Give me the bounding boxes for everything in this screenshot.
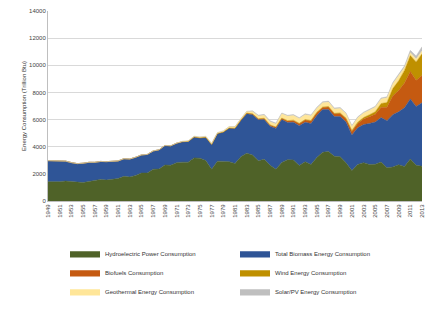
svg-text:1963: 1963 — [127, 204, 133, 218]
svg-text:2011: 2011 — [407, 204, 413, 218]
svg-text:6000: 6000 — [32, 117, 46, 123]
svg-text:Solar/PV Energy Consumption: Solar/PV Energy Consumption — [275, 289, 356, 295]
svg-text:Hydroelectric Power Consumptio: Hydroelectric Power Consumption — [105, 251, 196, 257]
svg-text:1983: 1983 — [244, 204, 250, 218]
svg-text:1955: 1955 — [80, 204, 86, 218]
svg-text:1969: 1969 — [162, 204, 168, 218]
svg-text:1991: 1991 — [290, 204, 296, 218]
svg-text:1961: 1961 — [115, 204, 121, 218]
svg-text:14000: 14000 — [29, 8, 46, 14]
svg-text:1987: 1987 — [267, 204, 273, 218]
svg-text:2005: 2005 — [372, 204, 378, 218]
svg-text:0: 0 — [42, 198, 46, 204]
svg-text:1959: 1959 — [103, 204, 109, 218]
svg-text:8000: 8000 — [32, 90, 46, 96]
svg-text:2007: 2007 — [384, 204, 390, 218]
svg-text:Wind Energy Consumption: Wind Energy Consumption — [275, 270, 346, 276]
svg-text:1965: 1965 — [138, 204, 144, 218]
svg-text:1981: 1981 — [232, 204, 238, 218]
svg-text:Biofuels Consumption: Biofuels Consumption — [105, 270, 163, 276]
svg-text:Geothermal Energy Consumption: Geothermal Energy Consumption — [105, 289, 194, 295]
svg-text:1977: 1977 — [209, 204, 215, 218]
svg-text:2001: 2001 — [349, 204, 355, 218]
svg-text:1953: 1953 — [68, 204, 74, 218]
svg-text:2009: 2009 — [396, 204, 402, 218]
svg-text:4000: 4000 — [32, 144, 46, 150]
svg-text:1985: 1985 — [255, 204, 261, 218]
svg-text:2013: 2013 — [419, 204, 425, 218]
svg-text:2000: 2000 — [32, 171, 46, 177]
svg-text:1997: 1997 — [325, 204, 331, 218]
svg-text:10000: 10000 — [29, 62, 46, 68]
svg-text:1999: 1999 — [337, 204, 343, 218]
svg-text:Energy Consumption (Trillion B: Energy Consumption (Trillion Btu) — [21, 61, 27, 151]
svg-text:1995: 1995 — [314, 204, 320, 218]
svg-text:1989: 1989 — [279, 204, 285, 218]
svg-text:1979: 1979 — [220, 204, 226, 218]
svg-text:2003: 2003 — [361, 204, 367, 218]
svg-text:1967: 1967 — [150, 204, 156, 218]
svg-text:1973: 1973 — [185, 204, 191, 218]
svg-text:Total Biomass Energy Consumpti: Total Biomass Energy Consumption — [275, 251, 370, 257]
svg-text:1971: 1971 — [174, 204, 180, 218]
svg-text:12000: 12000 — [29, 35, 46, 41]
svg-text:1993: 1993 — [302, 204, 308, 218]
svg-text:1975: 1975 — [197, 204, 203, 218]
svg-text:1951: 1951 — [57, 204, 63, 218]
svg-text:1949: 1949 — [45, 204, 51, 218]
svg-text:1957: 1957 — [92, 204, 98, 218]
